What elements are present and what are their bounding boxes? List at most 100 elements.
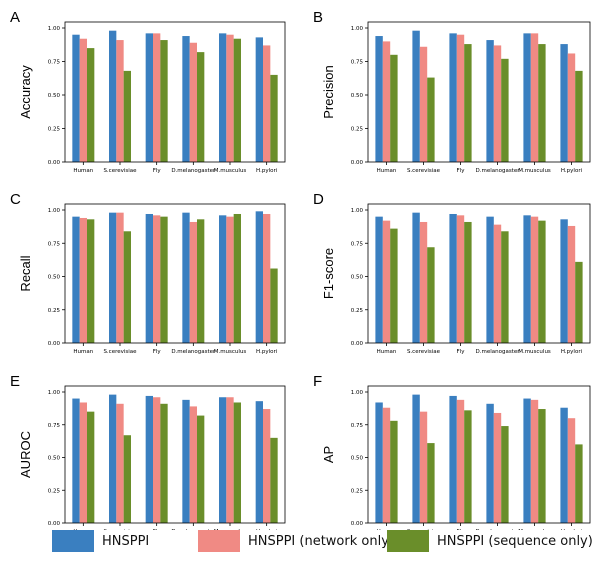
bar-d-melanogaster-hnsppi-network-only bbox=[189, 221, 197, 343]
x-tick-label: M.musculus bbox=[214, 168, 247, 174]
bar-d-melanogaster-hnsppi-sequence-only bbox=[501, 58, 509, 162]
legend-item-sequence-only: HNSPPI (sequence only) bbox=[387, 530, 593, 552]
panel-b: B Precision 0.00 0.25 0.50 0.75 1.00 Human S.cer… bbox=[313, 9, 591, 174]
bar-h-pylori-hnsppi bbox=[560, 407, 568, 523]
panel-e: E AUROC 0.00 0.25 0.50 0.75 1.00 Human S.cerevis… bbox=[10, 373, 286, 530]
panel-letter: A bbox=[10, 9, 20, 26]
axes-frame bbox=[367, 385, 591, 524]
bar-human-hnsppi bbox=[72, 34, 80, 163]
y-tick-label: 0.25 bbox=[351, 127, 364, 133]
y-tick-label: 0.50 bbox=[351, 275, 364, 281]
legend-label-sequence-only: HNSPPI (sequence only) bbox=[437, 533, 593, 549]
bar-h-pylori-hnsppi-network-only bbox=[567, 53, 576, 162]
bar-h-pylori-hnsppi bbox=[255, 401, 263, 523]
y-tick-label: 1.00 bbox=[351, 26, 364, 32]
bar-fly-hnsppi-sequence-only bbox=[464, 221, 472, 343]
x-tick-label: S.cerevisiae bbox=[103, 168, 137, 174]
bar-s-cerevisiae-hnsppi-sequence-only bbox=[123, 70, 131, 162]
panel-f: F AP 0.00 0.25 0.50 0.75 1.00 Human S.cerevisiae… bbox=[313, 373, 591, 530]
bar-fly-hnsppi bbox=[145, 33, 153, 162]
x-tick-label: S.cerevisiae bbox=[407, 529, 441, 530]
bar-m-musculus-hnsppi-network-only bbox=[226, 397, 234, 523]
y-tick-label: 0.25 bbox=[48, 127, 61, 133]
axes-frame bbox=[64, 385, 286, 524]
bar-d-melanogaster-hnsppi-sequence-only bbox=[501, 231, 509, 343]
bar-h-pylori-hnsppi bbox=[255, 211, 263, 343]
bar-d-melanogaster-hnsppi bbox=[486, 40, 494, 163]
bar-fly-hnsppi-network-only bbox=[153, 33, 161, 162]
panel-letter: D bbox=[313, 191, 324, 208]
y-tick-label: 0.50 bbox=[48, 456, 61, 462]
bar-s-cerevisiae-hnsppi-network-only bbox=[419, 411, 428, 523]
bar-fly-hnsppi-network-only bbox=[456, 215, 465, 343]
bar-h-pylori-hnsppi-network-only bbox=[567, 225, 576, 343]
y-tick-label: 0.00 bbox=[48, 521, 61, 527]
bar-m-musculus-hnsppi bbox=[219, 215, 227, 343]
x-tick-label: D.melanogaster bbox=[475, 529, 520, 530]
legend-swatch-sequence-only bbox=[387, 530, 429, 552]
bar-human-hnsppi-network-only bbox=[79, 38, 87, 162]
bar-h-pylori-hnsppi bbox=[560, 44, 568, 162]
bar-m-musculus-hnsppi bbox=[523, 33, 531, 162]
panel-letter: C bbox=[10, 191, 21, 208]
bar-s-cerevisiae-hnsppi-network-only bbox=[419, 221, 428, 343]
y-tick-label: 0.25 bbox=[351, 308, 364, 314]
x-tick-label: Fly bbox=[457, 168, 466, 174]
axes-frame bbox=[367, 203, 591, 344]
bar-d-melanogaster-hnsppi-sequence-only bbox=[501, 426, 509, 523]
axes-frame bbox=[64, 21, 286, 163]
y-tick-label: 0.00 bbox=[48, 341, 61, 347]
y-tick-label: 0.00 bbox=[351, 341, 364, 347]
y-axis-label: AUROC bbox=[18, 431, 33, 478]
bar-m-musculus-hnsppi bbox=[523, 215, 531, 343]
bar-d-melanogaster-hnsppi bbox=[182, 399, 190, 523]
bar-fly-hnsppi-network-only bbox=[456, 34, 465, 163]
bar-s-cerevisiae-hnsppi bbox=[412, 394, 420, 523]
bar-d-melanogaster-hnsppi-network-only bbox=[493, 412, 502, 523]
bar-s-cerevisiae-hnsppi-network-only bbox=[419, 46, 428, 163]
y-axis-label: F1-score bbox=[321, 248, 336, 299]
bar-h-pylori-hnsppi-sequence-only bbox=[575, 261, 583, 343]
bar-m-musculus-hnsppi-sequence-only bbox=[233, 213, 241, 343]
y-axis-label: AP bbox=[321, 446, 336, 463]
legend: HNSPPI HNSPPI (network only) HNSPPI (seq… bbox=[0, 530, 599, 570]
x-tick-label: H.pylori bbox=[561, 168, 583, 174]
bar-s-cerevisiae-hnsppi bbox=[109, 394, 117, 523]
bar-fly-hnsppi bbox=[145, 213, 153, 343]
bar-human-hnsppi-sequence-only bbox=[390, 228, 398, 343]
bar-m-musculus-hnsppi-network-only bbox=[530, 399, 539, 523]
bar-h-pylori-hnsppi-network-only bbox=[263, 409, 271, 523]
x-tick-label: M.musculus bbox=[518, 168, 551, 174]
bar-s-cerevisiae-hnsppi-sequence-only bbox=[123, 435, 131, 523]
bar-fly-hnsppi-sequence-only bbox=[160, 216, 168, 343]
bar-s-cerevisiae-hnsppi-network-only bbox=[116, 403, 124, 523]
bar-s-cerevisiae-hnsppi-sequence-only bbox=[427, 77, 435, 162]
bar-d-melanogaster-hnsppi-sequence-only bbox=[197, 52, 205, 163]
y-tick-label: 0.00 bbox=[351, 160, 364, 166]
x-tick-label: M.musculus bbox=[214, 349, 247, 355]
bar-human-hnsppi bbox=[72, 398, 80, 523]
y-tick-label: 0.75 bbox=[48, 60, 61, 66]
y-tick-label: 0.25 bbox=[48, 308, 61, 314]
bar-fly-hnsppi bbox=[449, 33, 457, 162]
bar-human-hnsppi-sequence-only bbox=[390, 54, 398, 162]
bar-s-cerevisiae-hnsppi-sequence-only bbox=[427, 443, 435, 523]
bar-fly-hnsppi-sequence-only bbox=[464, 410, 472, 523]
y-tick-label: 0.00 bbox=[351, 521, 364, 527]
bar-human-hnsppi bbox=[375, 402, 383, 523]
x-tick-label: Human bbox=[377, 168, 397, 174]
y-tick-label: 0.75 bbox=[351, 60, 364, 66]
bar-human-hnsppi-network-only bbox=[382, 220, 391, 343]
panel-letter: F bbox=[313, 373, 322, 390]
x-tick-label: M.musculus bbox=[518, 529, 551, 530]
x-tick-label: Human bbox=[73, 168, 93, 174]
panel-d: D F1-score 0.00 0.25 0.50 0.75 1.00 Human S.cere… bbox=[313, 191, 591, 355]
x-tick-label: H.pylori bbox=[561, 349, 583, 355]
panel-letter: B bbox=[313, 9, 323, 26]
x-tick-label: S.cerevisiae bbox=[407, 168, 441, 174]
y-tick-label: 1.00 bbox=[48, 390, 61, 396]
x-tick-label: Human bbox=[73, 349, 93, 355]
legend-item-network-only: HNSPPI (network only) bbox=[198, 530, 394, 552]
bar-d-melanogaster-hnsppi bbox=[182, 212, 190, 343]
legend-swatch-network-only bbox=[198, 530, 240, 552]
